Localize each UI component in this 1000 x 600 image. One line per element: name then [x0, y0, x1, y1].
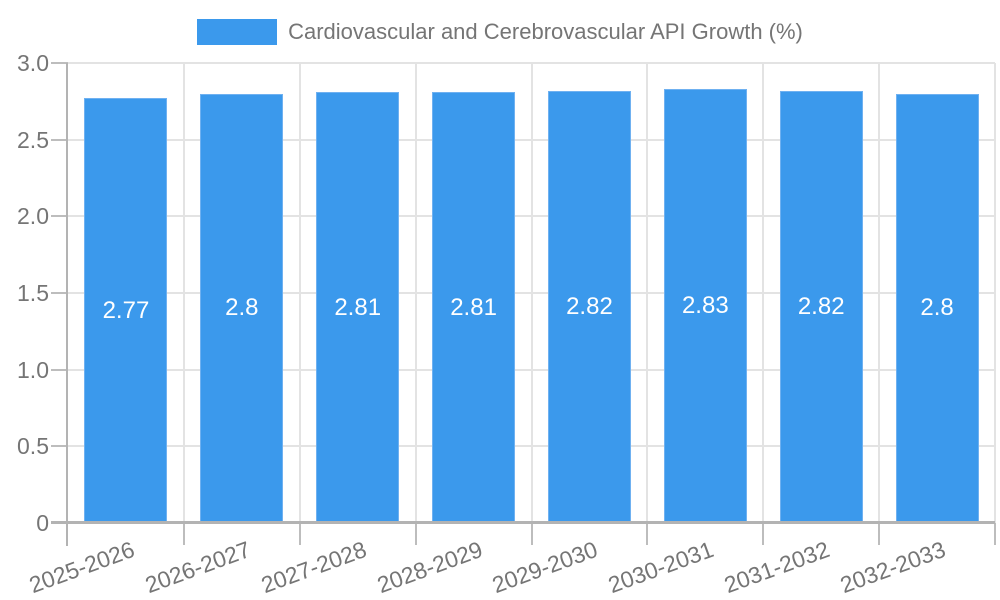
bar-value-label: 2.81 [450, 293, 497, 321]
bar[interactable] [547, 90, 631, 523]
y-tick-label: 2.5 [17, 126, 49, 153]
x-tick [414, 523, 417, 545]
chart-legend: Cardiovascular and Cerebrovascular API G… [0, 17, 1000, 47]
y-tick [51, 215, 68, 218]
v-gridline [646, 63, 649, 523]
x-tick [878, 523, 881, 545]
x-tick [994, 523, 996, 545]
x-axis-line [51, 521, 995, 524]
y-tick [51, 62, 68, 64]
v-gridline [414, 63, 417, 523]
bar[interactable] [663, 89, 747, 523]
v-gridline [878, 63, 881, 523]
legend-swatch [197, 19, 278, 45]
y-tick [51, 368, 68, 371]
x-tick [298, 523, 301, 545]
y-tick-label: 0 [36, 510, 49, 536]
x-category-label: 2031-2032 [720, 536, 834, 599]
y-axis-line [66, 63, 68, 546]
y-tick [51, 138, 68, 141]
bar[interactable] [200, 93, 284, 523]
v-gridline [530, 63, 533, 523]
bar-value-label: 2.8 [920, 294, 954, 322]
v-gridline [994, 63, 996, 523]
x-tick [762, 523, 765, 545]
x-category-label: 2026-2027 [141, 536, 254, 599]
v-gridline [762, 63, 765, 523]
plot-area: 2.77 2.8 2.81 2.81 2.82 2.83 2.82 2.8 [68, 62, 996, 523]
y-tick-label: 1.5 [17, 280, 49, 306]
y-tick-label: 0.5 [17, 433, 49, 460]
x-category-label: 2028-2029 [373, 536, 486, 599]
bar[interactable] [779, 90, 863, 523]
x-category-label: 2027-2028 [257, 536, 370, 599]
x-category-label: 2025-2026 [25, 536, 138, 599]
y-tick-label: 2.0 [17, 203, 49, 230]
y-tick-label: 3.0 [17, 50, 49, 76]
x-category-label: 2029-2030 [489, 536, 602, 599]
bar-value-label: 2.81 [334, 293, 382, 321]
bar-value-label: 2.82 [566, 292, 613, 320]
bar-value-label: 2.8 [225, 294, 259, 322]
x-category-label: 2030-2031 [604, 536, 718, 599]
y-tick [51, 445, 68, 448]
bar[interactable] [84, 98, 168, 523]
x-tick [182, 523, 185, 545]
v-gridline [298, 63, 301, 523]
chart-title: Cardiovascular and Cerebrovascular API G… [288, 19, 803, 44]
bar[interactable] [316, 92, 400, 523]
bar[interactable] [432, 92, 516, 523]
v-gridline [182, 63, 185, 523]
bar-value-label: 2.83 [681, 292, 729, 320]
y-tick-label: 1.0 [17, 356, 49, 383]
bar[interactable] [895, 93, 979, 523]
x-category-label: 2032-2033 [836, 536, 949, 599]
x-tick [646, 523, 649, 545]
bar-value-label: 2.77 [102, 296, 150, 324]
x-tick [530, 523, 533, 545]
y-tick [51, 292, 68, 294]
bar-value-label: 2.82 [797, 292, 845, 320]
